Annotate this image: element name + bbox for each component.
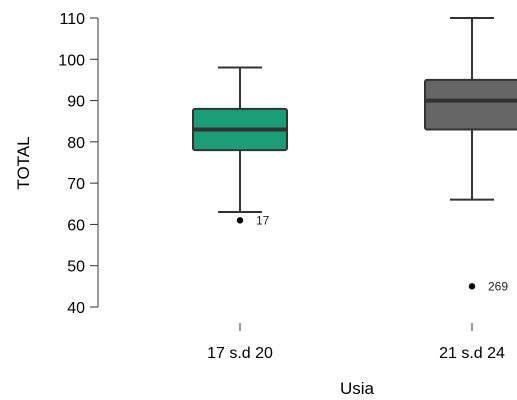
y-tick-label: 40 bbox=[67, 300, 85, 317]
y-tick-label: 50 bbox=[67, 259, 85, 276]
outlier-label: 269 bbox=[488, 279, 508, 293]
y-axis-title: TOTAL bbox=[14, 136, 33, 189]
y-tick-label: 80 bbox=[67, 135, 85, 152]
x-axis-title: Usia bbox=[340, 379, 375, 398]
x-tick-label: 17 s.d 20 bbox=[207, 345, 273, 362]
x-tick-label: 21 s.d 24 bbox=[439, 345, 505, 362]
y-axis: 40 50 60 70 80 90 100 110 bbox=[58, 11, 99, 317]
y-tick-label: 60 bbox=[67, 217, 85, 234]
x-axis: 17 s.d 20 21 s.d 24 bbox=[207, 323, 505, 362]
outlier-point bbox=[468, 283, 476, 290]
y-tick-label: 70 bbox=[67, 176, 85, 193]
outlier-point bbox=[236, 217, 244, 224]
y-tick-label: 90 bbox=[67, 94, 85, 111]
y-tick-label: 100 bbox=[58, 52, 85, 69]
box-group: 17 bbox=[192, 66, 288, 227]
outlier-label: 17 bbox=[256, 213, 270, 227]
y-tick-label: 110 bbox=[59, 11, 85, 28]
box-iqr bbox=[424, 78, 517, 131]
plot-area: 17 269 bbox=[192, 17, 517, 293]
box-group: 269 bbox=[424, 17, 517, 293]
